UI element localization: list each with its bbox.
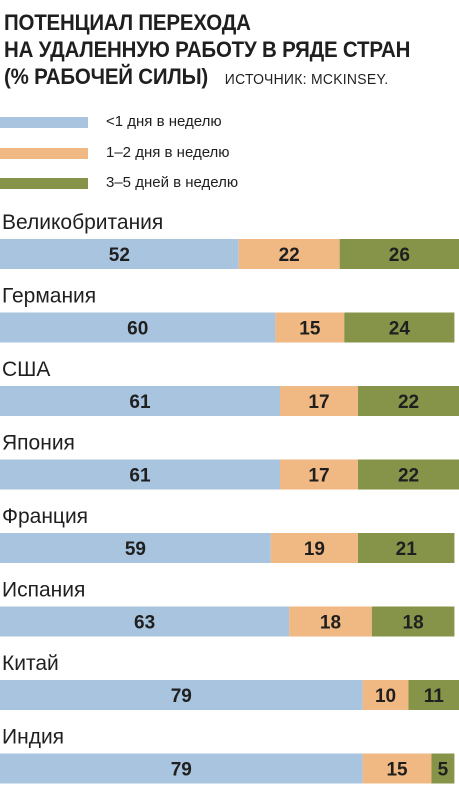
value-label-france-less-than-1-day: 59 <box>125 539 146 560</box>
bar-india-1-2-days <box>362 753 432 784</box>
bar-uk-3-5-days <box>339 239 459 269</box>
value-label-uk-3-5-days: 26 <box>389 245 410 266</box>
value-label-usa-3-5-days: 22 <box>398 392 419 413</box>
value-label-india-3-5-days: 5 <box>438 760 449 781</box>
title-line-2: НА УДАЛЕННУЮ РАБОТУ В РЯДЕ СТРАН <box>4 37 411 62</box>
value-label-spain-3-5-days: 18 <box>403 613 424 634</box>
legend-label-1-2-days: 1–2 дня в неделю <box>106 144 230 161</box>
bar-uk-less-than-1-day <box>0 239 239 269</box>
value-label-spain-less-than-1-day: 63 <box>134 613 155 634</box>
bar-india-less-than-1-day <box>0 753 363 784</box>
category-label-uk: Великобритания <box>2 211 163 234</box>
bar-japan-3-5-days <box>358 459 459 490</box>
category-label-germany: Германия <box>2 285 96 308</box>
legend-swatch-1-2-days <box>0 148 88 159</box>
value-label-france-3-5-days: 21 <box>396 539 418 560</box>
bar-spain-less-than-1-day <box>0 606 290 637</box>
bar-usa-3-5-days <box>358 386 459 416</box>
bar-france-3-5-days <box>358 533 455 563</box>
bar-germany-1-2-days <box>275 312 345 343</box>
value-label-spain-1-2-days: 18 <box>320 613 341 634</box>
value-label-germany-3-5-days: 24 <box>389 319 411 340</box>
title-line-3-text: (% РАБОЧЕЙ СИЛЫ) <box>4 64 209 89</box>
value-label-india-1-2-days: 15 <box>386 760 408 781</box>
value-label-uk-1-2-days: 22 <box>279 245 300 266</box>
bar-germany-3-5-days <box>344 312 455 343</box>
title-line-1: ПОТЕНЦИАЛ ПЕРЕХОДА <box>4 10 251 35</box>
value-label-japan-1-2-days: 17 <box>308 466 329 487</box>
title-line-3: (% РАБОЧЕЙ СИЛЫ) ИСТОЧНИК: MCKINSEY. <box>4 63 424 93</box>
legend-label-less-than-1-day: <1 дня в неделю <box>106 113 222 130</box>
legend-item-less-than-1-day: <1 дня в неделю <box>0 113 459 134</box>
value-label-japan-3-5-days: 22 <box>398 466 419 487</box>
category-label-france: Франция <box>2 505 88 528</box>
legend-item-1-2-days: 1–2 дня в неделю <box>0 144 459 165</box>
stacked-bar-chart: Великобритания 52 22 26 Германия 60 15 24 США 61 1… <box>0 211 459 784</box>
bar-india-3-5-days <box>431 753 455 784</box>
bar-uk-1-2-days <box>238 239 340 269</box>
value-label-china-less-than-1-day: 79 <box>171 686 192 707</box>
legend-label-3-5-days: 3–5 дней в неделю <box>106 174 239 191</box>
bar-japan-1-2-days <box>279 459 359 490</box>
bar-china-3-5-days <box>408 680 459 710</box>
bar-japan-less-than-1-day <box>0 459 280 490</box>
chart-title: ПОТЕНЦИАЛ ПЕРЕХОДА НА УДАЛЕННУЮ РАБОТУ В… <box>4 9 424 93</box>
bar-france-1-2-days <box>270 533 359 563</box>
value-label-uk-less-than-1-day: 52 <box>109 245 130 266</box>
bar-usa-1-2-days <box>279 386 359 416</box>
bar-china-less-than-1-day <box>0 680 363 710</box>
category-label-spain: Испания <box>2 579 85 602</box>
value-label-germany-less-than-1-day: 60 <box>127 319 148 340</box>
bar-china-1-2-days <box>362 680 409 710</box>
source-note: ИСТОЧНИК: MCKINSEY. <box>224 71 389 88</box>
value-label-germany-1-2-days: 15 <box>299 319 321 340</box>
value-label-france-1-2-days: 19 <box>304 539 325 560</box>
bar-germany-less-than-1-day <box>0 312 276 343</box>
category-label-japan: Япония <box>2 432 75 455</box>
value-label-china-3-5-days: 11 <box>424 686 445 707</box>
category-label-usa: США <box>2 358 50 381</box>
value-label-japan-less-than-1-day: 61 <box>129 466 151 487</box>
legend-swatch-less-than-1-day <box>0 117 88 128</box>
legend-swatch-3-5-days <box>0 178 88 189</box>
category-label-china: Китай <box>2 652 59 675</box>
value-label-usa-1-2-days: 17 <box>308 392 329 413</box>
value-label-usa-less-than-1-day: 61 <box>129 392 151 413</box>
bar-spain-1-2-days <box>289 606 372 637</box>
category-label-india: Индия <box>2 726 64 749</box>
value-label-china-1-2-days: 10 <box>375 686 396 707</box>
bar-france-less-than-1-day <box>0 533 271 563</box>
bar-spain-3-5-days <box>371 606 455 637</box>
value-label-india-less-than-1-day: 79 <box>171 760 192 781</box>
legend-item-3-5-days: 3–5 дней в неделю <box>0 174 459 195</box>
bar-usa-less-than-1-day <box>0 386 280 416</box>
